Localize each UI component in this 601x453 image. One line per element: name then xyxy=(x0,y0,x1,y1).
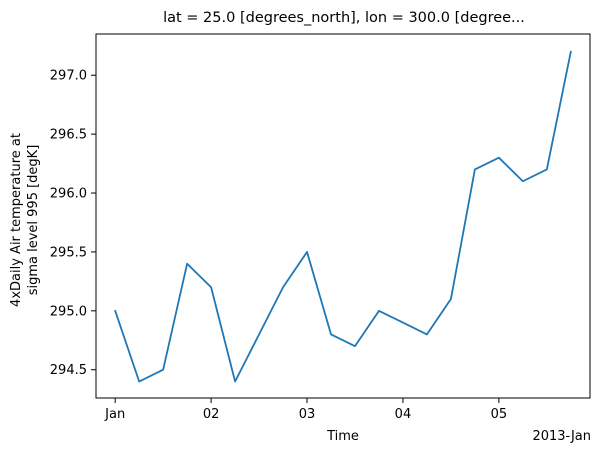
y-axis-label-line-2: sigma level 995 [degK] xyxy=(26,145,41,296)
ticks: Jan 02 03 04 05 294.5 295.0 295.5 296.0 296.5 297.… xyxy=(50,69,507,422)
x-axis-offset-label: 2013-Jan xyxy=(532,429,591,444)
x-tick-label: 05 xyxy=(491,407,508,422)
y-tick-label: 295.5 xyxy=(50,245,87,260)
chart-title: lat = 25.0 [degrees_north], lon = 300.0 … xyxy=(163,10,525,26)
axes xyxy=(95,33,591,399)
series-line xyxy=(114,50,572,383)
axes-frame xyxy=(95,33,591,399)
x-axis-label: Time xyxy=(326,429,359,444)
x-tick-label: 03 xyxy=(299,407,316,422)
y-tick-label: 295.0 xyxy=(50,304,87,319)
y-tick-label: 296.0 xyxy=(50,187,87,202)
y-tick-label: 297.0 xyxy=(50,69,87,84)
y-tick-label: 296.5 xyxy=(50,128,87,143)
y-tick-label: 294.5 xyxy=(50,363,87,378)
x-tick-label: Jan xyxy=(104,407,125,422)
series-layer xyxy=(114,50,572,383)
x-tick-label: 02 xyxy=(203,407,220,422)
y-axis-label-line-1: 4xDaily Air temperature at xyxy=(9,133,24,307)
x-tick-label: 04 xyxy=(395,407,412,422)
